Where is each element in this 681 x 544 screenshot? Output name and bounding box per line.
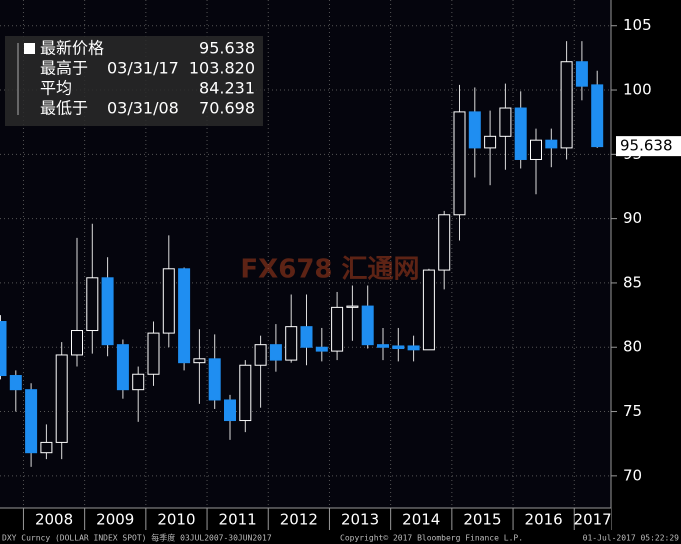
candle-body <box>224 399 236 422</box>
y-tick-label: 105 <box>623 16 652 34</box>
legend-marker <box>24 43 35 54</box>
candle-body <box>254 344 267 366</box>
x-tick-label: 2009 <box>96 511 134 529</box>
legend-box <box>5 36 263 126</box>
candle-body <box>346 305 359 308</box>
candle-body <box>453 111 466 216</box>
y-tick-label: 70 <box>623 466 642 484</box>
legend-value: 95.638 <box>199 39 255 58</box>
candle-body <box>9 375 22 391</box>
candle-body <box>147 332 160 375</box>
candle-body <box>407 345 420 351</box>
x-tick-label: 2017 <box>574 511 612 529</box>
candle-body <box>86 277 99 332</box>
candle-body <box>193 358 206 364</box>
x-tick-label: 2014 <box>402 511 440 529</box>
candle-body <box>71 330 83 356</box>
candle-body <box>560 61 573 149</box>
footer-left: DXY Curncy (DOLLAR INDEX SPOT) 每季度 03JUL… <box>2 533 272 543</box>
legend-value: 103.820 <box>189 59 255 78</box>
y-tick-label: 90 <box>623 209 642 227</box>
x-tick-label: 2015 <box>463 511 501 529</box>
candle-body <box>285 326 298 361</box>
candle-body <box>591 84 604 148</box>
candle-body <box>575 61 588 87</box>
legend-label: 最新价格 <box>40 39 104 58</box>
candle-body <box>239 364 252 422</box>
candle-body <box>438 214 451 271</box>
last-price-label: 95.638 <box>620 137 673 155</box>
legend-value: 70.698 <box>199 99 255 118</box>
legend-value: 84.231 <box>199 79 255 98</box>
legend: 最新价格 95.638 最高于 03/31/17 103.820 平均 84.231 最低于 0… <box>17 39 255 118</box>
candle-body <box>132 373 145 391</box>
candle-body <box>331 306 344 352</box>
candle-body <box>208 358 221 401</box>
candle-body <box>422 269 435 351</box>
candles <box>0 41 604 467</box>
legend-label: 最低于 <box>40 99 88 118</box>
candle-body <box>300 326 313 348</box>
legend-label: 最高于 <box>40 59 88 78</box>
candle-body <box>530 139 542 160</box>
x-tick-label: 2012 <box>280 511 318 529</box>
candle-body <box>162 268 175 334</box>
candle-body <box>545 139 558 149</box>
candle-body <box>361 305 374 346</box>
candle-body <box>499 107 512 137</box>
x-tick-label: 2010 <box>157 511 195 529</box>
y-tick-label: 80 <box>623 338 642 356</box>
y-tick-label: 85 <box>623 273 642 291</box>
candle-body <box>101 277 114 346</box>
x-tick-label: 2016 <box>525 511 563 529</box>
candle-body <box>0 321 7 377</box>
candle-body <box>116 344 129 391</box>
legend-date: 03/31/08 <box>107 99 179 118</box>
candle-body <box>484 135 497 149</box>
y-tick-label: 75 <box>623 402 642 420</box>
legend-label: 平均 <box>40 79 72 98</box>
candle-body <box>55 354 68 443</box>
footer-mid: Copyright© 2017 Bloomberg Finance L.P. <box>340 534 523 543</box>
candle-body <box>377 344 389 348</box>
candle-body <box>315 346 328 352</box>
footer-right: 01-Jul-2017 05:22:29 <box>583 534 680 543</box>
x-tick-label: 2008 <box>35 511 73 529</box>
candle-body <box>514 107 527 160</box>
y-axis-area <box>611 0 681 530</box>
candle-body <box>468 111 481 149</box>
candle-body <box>25 389 38 454</box>
x-axis-area <box>0 508 611 530</box>
candle-body <box>392 345 405 350</box>
last-price-box <box>616 136 681 157</box>
legend-date: 03/31/17 <box>107 59 179 78</box>
watermark: FX678 汇通网 <box>240 255 419 285</box>
candle-body <box>40 441 53 454</box>
candle-body <box>269 344 282 361</box>
candle-body <box>178 268 191 364</box>
x-tick-label: 2013 <box>341 511 379 529</box>
x-tick-label: 2011 <box>219 511 257 529</box>
y-tick-label: 100 <box>623 81 652 99</box>
